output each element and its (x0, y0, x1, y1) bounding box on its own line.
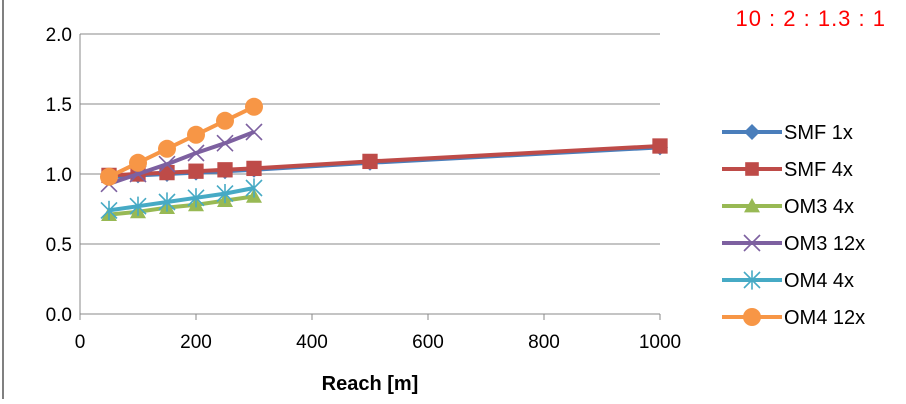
data-point (245, 178, 263, 198)
legend-entry: OM3 4x (722, 196, 854, 218)
series-line (108, 194, 255, 217)
data-point (129, 196, 147, 216)
series-om3-4x (101, 188, 262, 221)
series-line (108, 130, 255, 186)
ratio-annotation: 10 : 2 : 1.3 : 1 (735, 6, 886, 31)
data-point (100, 167, 118, 186)
data-point (188, 163, 204, 179)
data-point (216, 134, 234, 152)
data-point (245, 97, 263, 116)
legend-entry: OM3 12x (722, 233, 865, 255)
data-point-stroke (245, 123, 263, 141)
data-point (158, 139, 176, 158)
series-line (108, 186, 255, 213)
x-tick-label: 600 (412, 332, 444, 353)
legend-label: OM3 4x (784, 196, 854, 218)
data-point (744, 198, 760, 213)
legend-entry: OM4 12x (722, 307, 865, 329)
legend-entry: SMF 4x (722, 159, 853, 181)
legend-entry: OM4 4x (722, 270, 854, 292)
data-point (158, 192, 176, 212)
data-point (744, 124, 760, 140)
data-point (745, 162, 759, 176)
x-tick-label: 1000 (639, 332, 681, 353)
legend-entry: SMF 1x (722, 122, 853, 144)
data-point-stroke (216, 134, 234, 152)
data-point (362, 153, 378, 170)
data-point (158, 155, 176, 173)
data-point (216, 111, 234, 130)
data-point (246, 160, 262, 177)
data-point (100, 200, 118, 220)
y-tick-label: 1.0 (46, 165, 72, 186)
legend-label: OM4 12x (784, 307, 865, 329)
x-tick-label: 400 (296, 332, 328, 353)
series-om3-12x (100, 123, 263, 193)
series-smf-4x (101, 138, 668, 184)
data-point-stroke (158, 155, 176, 173)
legend-label: SMF 4x (784, 159, 853, 181)
series-om4-4x (100, 178, 263, 220)
y-tick-label: 0.0 (46, 305, 72, 326)
series-om4-12x (100, 97, 263, 186)
data-point (245, 123, 263, 141)
y-tick-label: 1.5 (46, 95, 72, 116)
data-point-stroke (187, 144, 205, 162)
legend-label: SMF 1x (784, 122, 853, 144)
data-point (743, 270, 761, 290)
data-point (652, 138, 668, 154)
y-tick-label: 0.5 (46, 235, 72, 256)
legend-label: OM3 12x (784, 233, 865, 255)
data-point-stroke (743, 234, 761, 252)
data-point (187, 188, 205, 208)
data-point (217, 162, 233, 178)
x-tick-label: 0 (75, 332, 86, 353)
data-point (129, 153, 147, 172)
legend-label: OM4 4x (784, 270, 854, 292)
data-point (187, 125, 205, 144)
data-point (743, 234, 761, 252)
x-axis-title: Reach [m] (322, 373, 419, 395)
data-point (187, 144, 205, 162)
x-tick-label: 200 (180, 332, 212, 353)
data-point (216, 184, 234, 204)
y-tick-label: 2.0 (46, 25, 72, 46)
data-point (743, 308, 761, 326)
x-tick-label: 800 (528, 332, 560, 353)
